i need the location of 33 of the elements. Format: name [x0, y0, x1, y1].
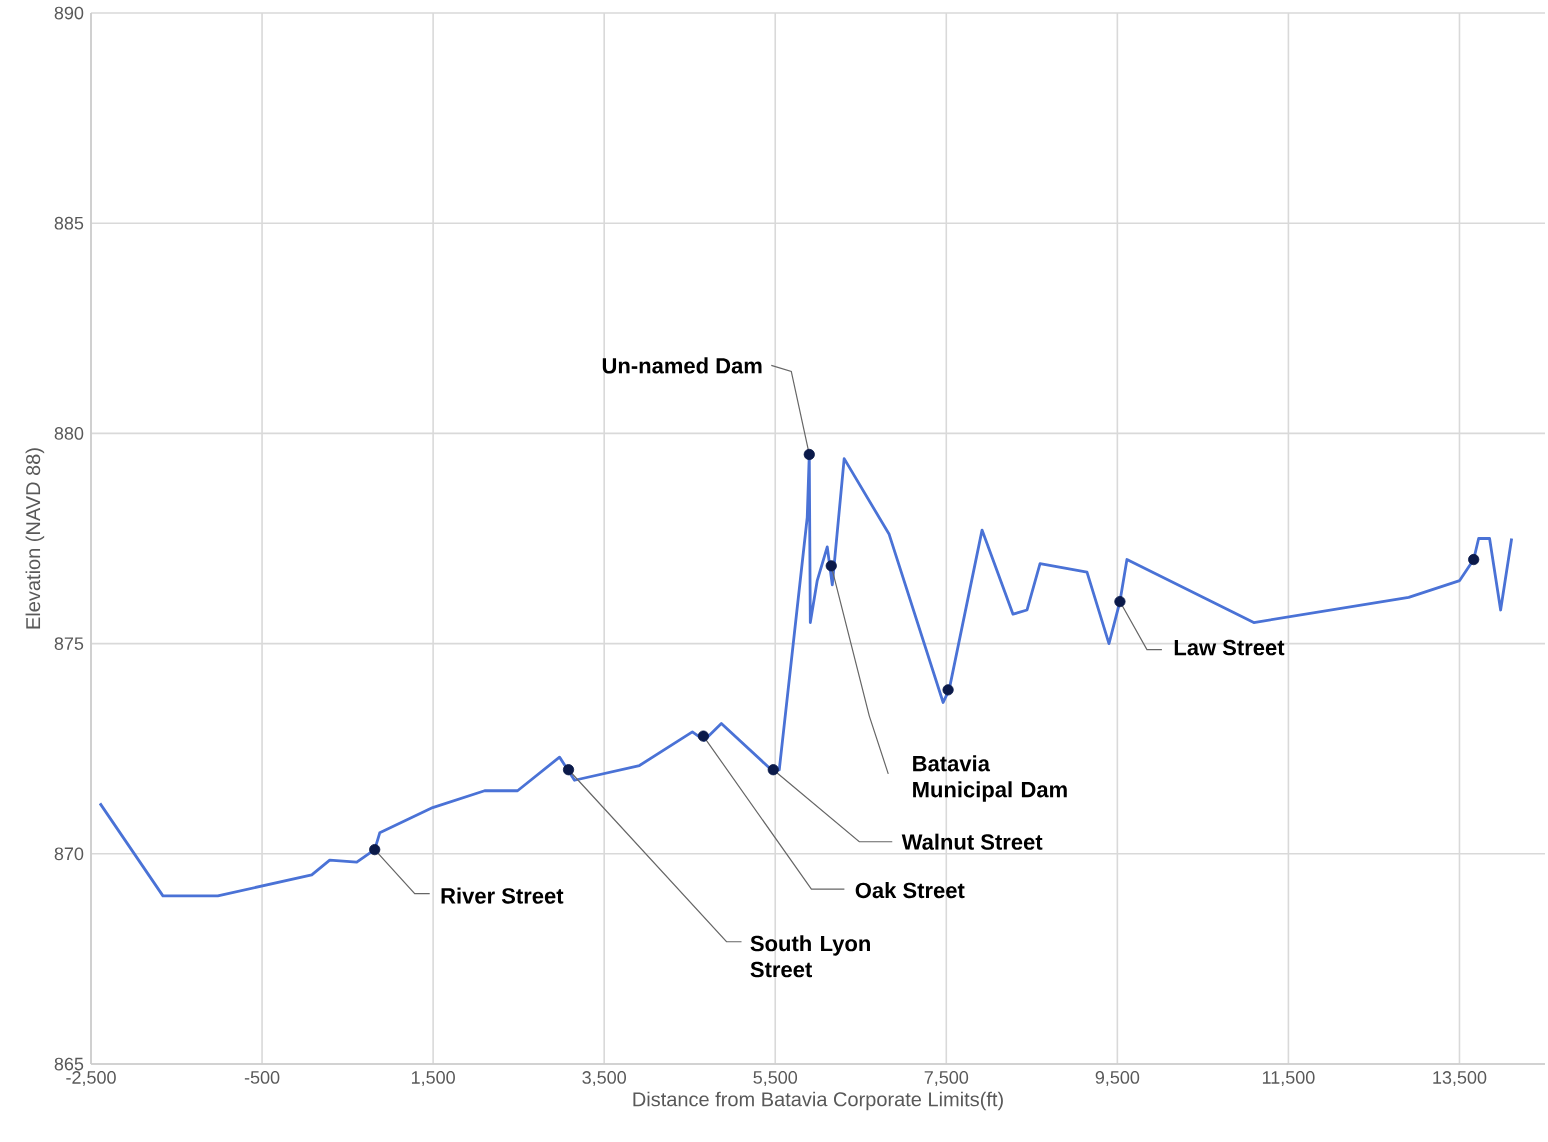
x-axis-title: Distance from Batavia Corporate Limits(ft) — [633, 1091, 1003, 1111]
point — [369, 844, 381, 856]
x-tick-label: 1,500 — [411, 1071, 455, 1086]
annotation: Un-named Dam — [602, 357, 762, 374]
x-tick-label: 5,500 — [753, 1071, 798, 1086]
x-tick-label: 7,500 — [924, 1071, 969, 1086]
y-tick-label: 880 — [54, 427, 84, 440]
point — [825, 560, 837, 572]
annotation: Oak Street — [855, 882, 965, 899]
y-tick-label: 865 — [54, 1057, 84, 1071]
x-tick-label: -500 — [244, 1071, 280, 1084]
y-axis-title: Elevation (NAVD 88) — [25, 448, 45, 629]
annotation: Batavia Municipal Dam — [913, 755, 1067, 802]
annotation: Walnut Street — [901, 833, 1043, 850]
y-tick-label: 890 — [54, 6, 84, 20]
point — [767, 764, 779, 776]
point — [562, 764, 575, 776]
annotation: River Street — [441, 887, 564, 904]
annotation: Law Street — [1174, 639, 1285, 656]
x-tick-label: 13,500 — [1433, 1071, 1487, 1086]
x-tick-label: -2,500 — [66, 1071, 116, 1086]
annotation: South Lyon Street — [750, 935, 870, 978]
x-tick-label: 3,500 — [582, 1071, 626, 1086]
point — [1114, 595, 1126, 608]
y-tick-label: 875 — [54, 637, 84, 650]
y-tick-label: 885 — [54, 216, 84, 230]
point — [803, 448, 815, 461]
point — [697, 730, 709, 742]
y-tick-label: 870 — [54, 847, 84, 861]
point — [942, 684, 954, 696]
x-tick-label: 11,500 — [1262, 1071, 1315, 1086]
x-tick-label: 9,500 — [1095, 1071, 1140, 1086]
point — [1468, 553, 1480, 566]
